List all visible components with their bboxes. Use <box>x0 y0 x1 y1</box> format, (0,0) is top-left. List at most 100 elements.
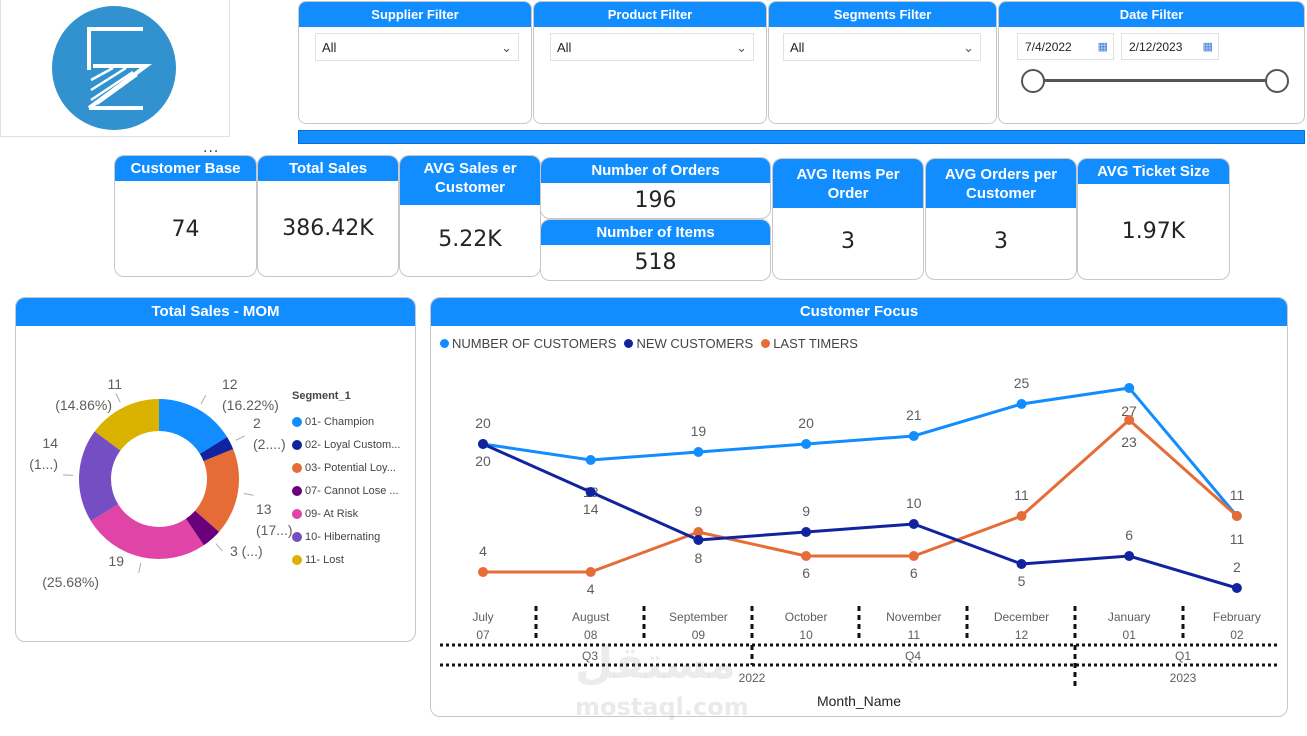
legend-label: 09- At Risk <box>305 507 359 520</box>
legend-marker-icon <box>292 531 302 542</box>
legend-marker-icon <box>292 416 302 427</box>
kpi-value: 3 <box>994 229 1008 254</box>
product-dropdown[interactable]: All ⌄ <box>550 33 754 61</box>
legend-item[interactable]: 10- Hibernating <box>292 525 400 548</box>
donut-data-label: 19 <box>108 553 124 569</box>
leader-line <box>200 394 207 405</box>
kpi-items: Number of Items 518 <box>540 219 771 281</box>
header-bar <box>298 130 1305 144</box>
date-filter: Date Filter 7/4/2022 ▦ 2/12/2023 ▦ <box>998 1 1305 124</box>
legend-item[interactable]: 07- Cannot Lose ... <box>292 479 400 502</box>
leader-line <box>215 543 223 552</box>
donut-data-label: 14 <box>42 435 58 451</box>
legend-label: 03- Potential Loy... <box>305 461 396 474</box>
segments-filter-title: Segments Filter <box>769 2 996 27</box>
date-filter-title: Date Filter <box>999 2 1304 27</box>
legend-marker-icon <box>761 339 771 348</box>
leader-line <box>138 562 142 573</box>
donut-slice[interactable] <box>79 431 121 521</box>
total-sales-mom-panel: Total Sales - MOM 12 (16.22%) 2 (2....) 13 (1… <box>15 297 416 642</box>
kpi-label: Number of Orders <box>541 158 770 183</box>
donut-slice[interactable] <box>195 449 239 532</box>
legend-marker-icon <box>292 439 302 450</box>
donut-slice[interactable] <box>185 510 220 546</box>
segments-dropdown-value: All <box>790 40 805 55</box>
watermark-arabic: مستقل <box>575 638 736 689</box>
legend-item[interactable]: NEW CUSTOMERS <box>624 332 753 355</box>
kpi-label: Customer Base <box>115 156 256 181</box>
kpi-total-sales: Total Sales 386.42K <box>257 155 399 277</box>
product-filter-title: Product Filter <box>534 2 766 27</box>
legend-marker-icon <box>624 339 634 348</box>
product-dropdown-value: All <box>557 40 572 55</box>
kpi-value: 518 <box>634 250 677 275</box>
kpi-customer-base: Customer Base 74 <box>114 155 257 277</box>
kpi-avg-sales: AVG Sales er Customer 5.22K <box>399 155 541 277</box>
kpi-ticket-size: AVG Ticket Size 1.97K <box>1077 158 1230 280</box>
legend-label: 02- Loyal Custom... <box>305 438 401 451</box>
kpi-orders-per-customer: AVG Orders per Customer 3 <box>925 158 1077 280</box>
donut-slice[interactable] <box>199 437 234 462</box>
donut-slice[interactable] <box>159 399 228 454</box>
kpi-value: 74 <box>171 217 200 242</box>
legend-item[interactable]: 09- At Risk <box>292 502 400 525</box>
calendar-icon[interactable]: ▦ <box>1202 41 1213 53</box>
donut-data-label: (16.22%) <box>222 397 279 413</box>
more-options-icon[interactable]: ... <box>203 140 220 156</box>
legend-item[interactable]: 01- Champion <box>292 410 400 433</box>
kpi-label: Number of Items <box>541 220 770 245</box>
date-slider-end-handle[interactable] <box>1265 69 1289 93</box>
start-date-input[interactable]: 7/4/2022 ▦ <box>1017 33 1114 60</box>
kpi-label: Total Sales <box>258 156 398 181</box>
legend-label: 11- Lost <box>305 553 344 566</box>
donut-data-label: 11 <box>107 376 122 392</box>
watermark-latin: mostaql.com <box>575 693 749 721</box>
legend-label: 07- Cannot Lose ... <box>305 484 399 497</box>
legend-item[interactable]: 02- Loyal Custom... <box>292 433 400 456</box>
kpi-label: AVG Orders per Customer <box>926 159 1076 208</box>
donut-slice[interactable] <box>94 399 159 451</box>
legend-label: NUMBER OF CUSTOMERS <box>452 336 617 351</box>
chevron-down-icon: ⌄ <box>501 40 512 55</box>
legend-marker-icon <box>292 462 302 473</box>
supplier-dropdown[interactable]: All ⌄ <box>315 33 519 61</box>
legend-title: Segment_1 <box>292 390 351 402</box>
legend-item[interactable]: 03- Potential Loy... <box>292 456 400 479</box>
legend-item[interactable]: NUMBER OF CUSTOMERS <box>440 332 616 355</box>
legend-item[interactable]: LAST TIMERS <box>761 332 858 355</box>
date-slider-start-handle[interactable] <box>1021 69 1045 93</box>
legend-marker-icon <box>440 339 449 348</box>
start-date-value: 7/4/2022 <box>1025 40 1072 54</box>
donut-data-label: (25.68%) <box>42 574 99 590</box>
donut-data-label: (2....) <box>253 436 286 452</box>
legend-label: 01- Champion <box>305 415 375 428</box>
donut-slice[interactable] <box>90 504 204 559</box>
legend-item[interactable]: 11- Lost <box>292 548 400 571</box>
donut-data-label: 12 <box>222 376 238 392</box>
leader-line <box>115 393 121 403</box>
line-legend: NUMBER OF CUSTOMERS NEW CUSTOMERS LAST TIM… <box>440 332 858 355</box>
legend-marker-icon <box>292 508 302 519</box>
donut-data-label: (14.86%) <box>55 397 112 413</box>
product-filter: Product Filter All ⌄ <box>533 1 767 124</box>
donut-legend: Segment_1 01- Champion 02- Loyal Custom..… <box>292 390 400 571</box>
chevron-down-icon: ⌄ <box>736 40 747 55</box>
legend-marker-icon <box>292 485 302 496</box>
segments-filter: Segments Filter All ⌄ <box>768 1 997 124</box>
donut-data-label: (1...) <box>29 456 58 472</box>
panel-title: Total Sales - MOM <box>16 298 415 326</box>
panel-title: Customer Focus <box>431 298 1287 326</box>
date-slider-track[interactable] <box>1033 79 1279 82</box>
supplier-filter: Supplier Filter All ⌄ <box>298 1 532 124</box>
calendar-icon[interactable]: ▦ <box>1097 41 1108 53</box>
end-date-value: 2/12/2023 <box>1129 40 1183 54</box>
kpi-value: 386.42K <box>282 216 374 241</box>
end-date-input[interactable]: 2/12/2023 ▦ <box>1121 33 1219 60</box>
segments-dropdown[interactable]: All ⌄ <box>783 33 981 61</box>
kpi-label: AVG Ticket Size <box>1078 159 1229 184</box>
leader-line <box>235 435 245 441</box>
kpi-value: 196 <box>634 188 677 213</box>
donut-data-label: 2 <box>253 415 261 431</box>
donut-data-label: 13 <box>256 501 272 517</box>
legend-label: 10- Hibernating <box>305 530 381 543</box>
